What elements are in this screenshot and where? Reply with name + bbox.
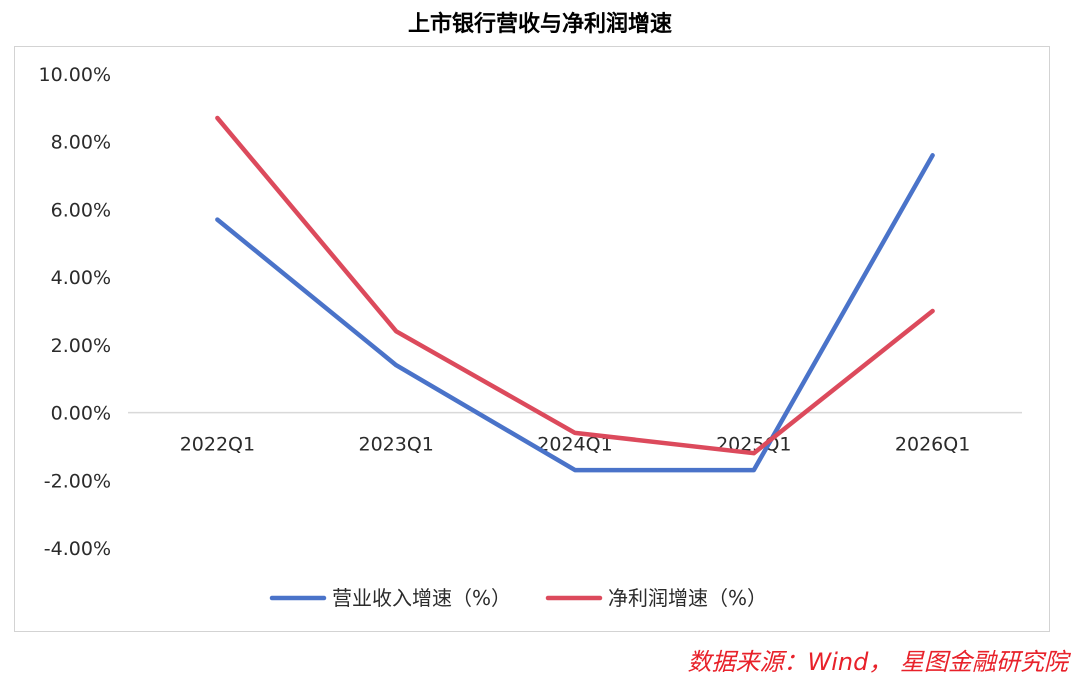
legend-label: 营业收入增速（%） [332,586,511,610]
source-note: 数据来源：Wind， 星图金融研究院 [687,648,1068,676]
y-tick-label: 6.00% [51,199,111,221]
chart-title: 上市银行营收与净利润增速 [407,12,672,37]
y-tick-label: 2.00% [51,335,111,357]
y-tick-label: 10.00% [39,64,111,86]
legend-label: 净利润增速（%） [608,586,767,610]
y-tick-label: 8.00% [51,132,111,154]
series-lines [215,115,935,473]
x-tick-label: 2026Q1 [895,434,970,456]
chart-frame [14,46,1050,632]
x-tick-label: 2023Q1 [358,434,433,456]
x-tick-label: 2024Q1 [537,434,612,456]
y-tick-label: -2.00% [44,470,111,492]
series-line-2 [215,115,935,456]
x-tick-label: 2022Q1 [180,434,255,456]
line-chart: 10.00% 8.00% 6.00% 4.00% 2.00% 0.00% -2.00% -4.… [39,64,1022,610]
legend: 营业收入增速（%） 净利润增速（%） [269,586,767,610]
x-axis-ticks: 2022Q1 2023Q1 2024Q1 2025Q1 2026Q1 [180,434,971,456]
series-line-1 [215,153,935,473]
y-axis-ticks: 10.00% 8.00% 6.00% 4.00% 2.00% 0.00% -2.00% -4.… [39,64,111,560]
y-tick-label: 0.00% [51,403,111,425]
y-tick-label: -4.00% [44,538,111,560]
y-tick-label: 4.00% [51,267,111,289]
